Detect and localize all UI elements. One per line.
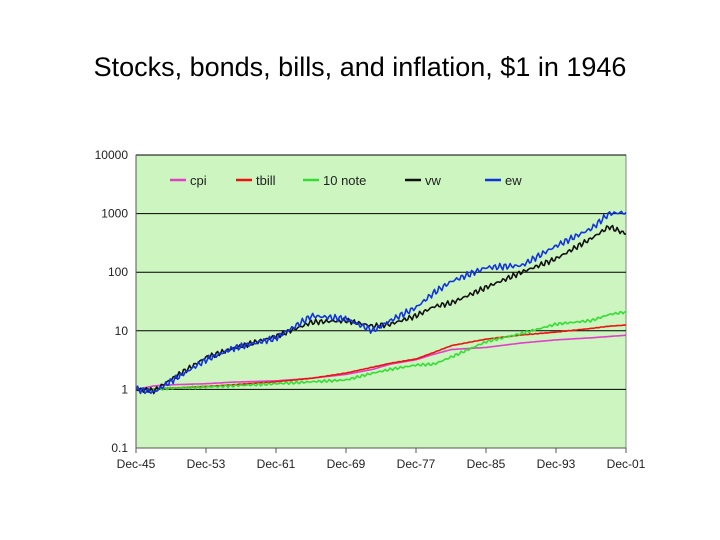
- series-line-10-note: [135, 310, 627, 392]
- legend: cpi tbill 10 note vw ew: [170, 173, 522, 188]
- series-lines: [135, 210, 627, 395]
- y-tick-label: 100: [108, 265, 128, 279]
- y-tick-label: 10000: [95, 148, 129, 162]
- legend-label: vw: [425, 173, 442, 188]
- legend-label: tbill: [256, 173, 276, 188]
- x-tick-label: Dec-01: [607, 457, 646, 471]
- plot-area: [135, 154, 627, 449]
- x-tick-label: Dec-69: [327, 457, 366, 471]
- x-tick-label: Dec-85: [467, 457, 506, 471]
- x-tick-label: Dec-77: [397, 457, 436, 471]
- series-line-tbill: [135, 324, 626, 391]
- x-tick-label: Dec-53: [187, 457, 226, 471]
- y-tick-label: 10: [115, 324, 129, 338]
- legend-label: 10 note: [323, 173, 366, 188]
- series-line-cpi: [135, 334, 627, 391]
- x-tick-label: Dec-93: [537, 457, 576, 471]
- series-line-ew: [135, 210, 627, 395]
- series-line-vw: [135, 224, 627, 395]
- axes: 0.1 1 10 100 1000 10000 Dec-45 Dec-53 Dec-61 Dec-…: [95, 148, 646, 471]
- x-tick-label: Dec-61: [257, 457, 296, 471]
- x-tick-label: Dec-45: [117, 457, 156, 471]
- y-tick-label: 1000: [101, 207, 128, 221]
- y-tick-label: 1: [121, 382, 128, 396]
- y-tick-label: 0.1: [111, 441, 128, 455]
- legend-label: ew: [505, 173, 522, 188]
- legend-label: cpi: [190, 173, 207, 188]
- slide-title: Stocks, bonds, bills, and inflation, $1 …: [93, 52, 627, 82]
